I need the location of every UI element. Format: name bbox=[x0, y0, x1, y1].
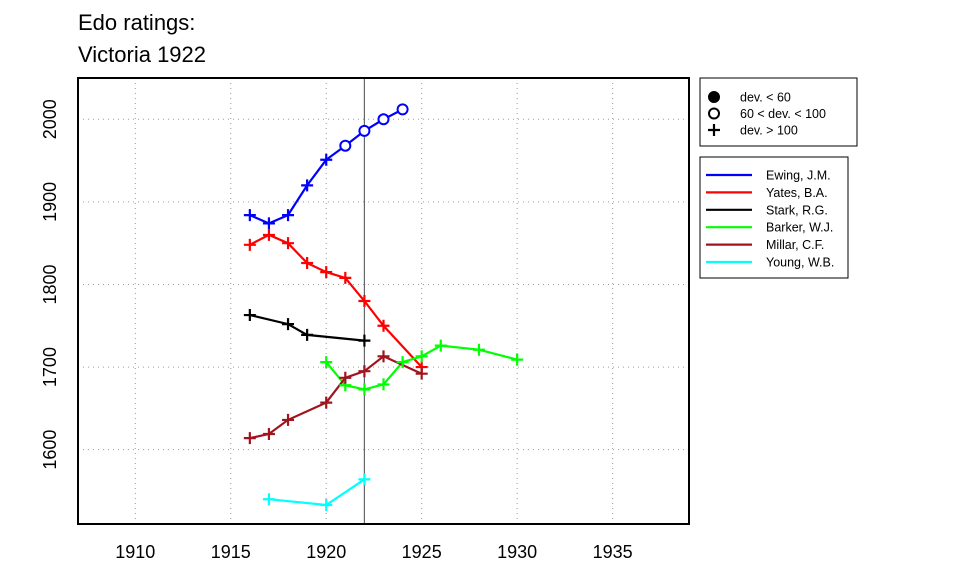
point-barker-w-j bbox=[396, 356, 409, 369]
point-barker-w-j bbox=[472, 343, 485, 356]
point-millar-c-f bbox=[377, 350, 390, 363]
point-yates-b-a bbox=[301, 257, 314, 270]
x-tick-label: 1910 bbox=[115, 542, 155, 562]
point-ewing-j-m bbox=[396, 103, 409, 116]
chart-title-line-2: Victoria 1922 bbox=[78, 42, 206, 67]
series-line-millar-c-f bbox=[249, 355, 423, 440]
point-yates-b-a bbox=[282, 237, 295, 250]
y-axis: 1600 1700 1800 1900 2000 bbox=[40, 99, 60, 469]
point-barker-w-j bbox=[358, 383, 371, 396]
series-legend-label: Stark, R.G. bbox=[766, 203, 828, 217]
series-line-stark-r-g bbox=[249, 313, 365, 342]
point-stark-r-g bbox=[243, 309, 256, 322]
point-ewing-j-m bbox=[339, 139, 352, 152]
point-millar-c-f bbox=[320, 396, 333, 409]
series-line-yates-b-a bbox=[249, 233, 423, 368]
point-ewing-j-m bbox=[377, 113, 390, 126]
y-tick-label: 1700 bbox=[40, 347, 60, 387]
series-line-ewing-j-m bbox=[249, 108, 404, 225]
y-tick-label: 2000 bbox=[40, 99, 60, 139]
x-tick-label: 1930 bbox=[497, 542, 537, 562]
point-yates-b-a bbox=[243, 238, 256, 251]
legend-marker-circle bbox=[708, 107, 720, 120]
legend-marker-plus bbox=[708, 124, 720, 136]
series-legend-label: Yates, B.A. bbox=[766, 186, 828, 200]
point-yates-b-a bbox=[339, 271, 352, 284]
point-millar-c-f bbox=[243, 432, 256, 445]
series-legend-label: Ewing, J.M. bbox=[766, 169, 831, 183]
point-young-w-b bbox=[320, 499, 333, 512]
point-young-w-b bbox=[358, 473, 371, 486]
x-tick-label: 1920 bbox=[306, 542, 346, 562]
marker-legend-label: 60 < dev. < 100 bbox=[740, 107, 826, 121]
series-legend-label: Young, W.B. bbox=[766, 256, 834, 270]
series-legend-label: Millar, C.F. bbox=[766, 238, 824, 252]
point-barker-w-j bbox=[415, 350, 428, 363]
y-tick-label: 1800 bbox=[40, 264, 60, 304]
point-stark-r-g bbox=[358, 334, 371, 347]
series-line-young-w-b bbox=[268, 478, 366, 507]
point-stark-r-g bbox=[301, 328, 314, 341]
series-legend-label: Barker, W.J. bbox=[766, 221, 833, 235]
point-ewing-j-m bbox=[262, 217, 275, 230]
point-barker-w-j bbox=[511, 353, 524, 366]
point-millar-c-f bbox=[339, 371, 352, 384]
point-yates-b-a bbox=[320, 266, 333, 279]
point-barker-w-j bbox=[320, 356, 333, 369]
legend-marker-dot bbox=[708, 91, 720, 103]
point-millar-c-f bbox=[262, 427, 275, 440]
marker-legend-label: dev. > 100 bbox=[740, 124, 798, 138]
series-markers bbox=[243, 103, 524, 512]
plot-frame bbox=[77, 77, 690, 525]
y-tick-label: 1600 bbox=[40, 430, 60, 470]
chart-title-line-1: Edo ratings: bbox=[78, 10, 195, 35]
point-ewing-j-m bbox=[243, 209, 256, 222]
point-ewing-j-m bbox=[301, 179, 314, 192]
point-barker-w-j bbox=[434, 339, 447, 352]
point-barker-w-j bbox=[377, 378, 390, 391]
x-axis: 1910 1915 1920 1925 1930 1935 bbox=[115, 542, 632, 562]
y-tick-label: 1900 bbox=[40, 182, 60, 222]
point-ewing-j-m bbox=[282, 209, 295, 222]
marker-legend: dev. < 60 60 < dev. < 100 dev. > 100 bbox=[699, 77, 858, 147]
point-stark-r-g bbox=[282, 318, 295, 331]
point-ewing-j-m bbox=[358, 124, 371, 137]
marker-legend-box bbox=[699, 77, 858, 147]
series-legend: Ewing, J.M. Yates, B.A. Stark, R.G. Barker,… bbox=[699, 156, 849, 279]
point-yates-b-a bbox=[377, 319, 390, 332]
point-millar-c-f bbox=[358, 365, 371, 378]
point-millar-c-f bbox=[415, 367, 428, 380]
point-young-w-b bbox=[262, 493, 275, 506]
point-yates-b-a bbox=[262, 228, 275, 241]
grid bbox=[78, 78, 689, 524]
x-tick-label: 1935 bbox=[593, 542, 633, 562]
point-yates-b-a bbox=[358, 295, 371, 307]
point-millar-c-f bbox=[282, 413, 295, 426]
x-tick-label: 1925 bbox=[402, 542, 442, 562]
marker-legend-label: dev. < 60 bbox=[740, 91, 791, 105]
point-ewing-j-m bbox=[320, 153, 333, 166]
series-legend-box bbox=[699, 156, 849, 279]
x-tick-label: 1915 bbox=[211, 542, 251, 562]
series-lines bbox=[249, 108, 518, 507]
